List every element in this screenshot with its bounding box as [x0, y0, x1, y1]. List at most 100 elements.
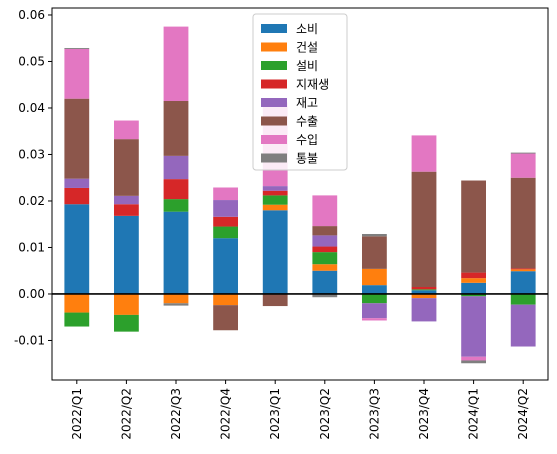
bar-segment: [411, 289, 437, 291]
bar-segment: [510, 269, 536, 272]
bar-segment: [461, 272, 486, 279]
x-tick-label: 2022/Q1: [70, 388, 84, 440]
bar-segment: [510, 271, 536, 294]
bar-segment: [114, 293, 139, 315]
bar-segment: [362, 318, 387, 321]
bar-segment: [114, 139, 139, 196]
bar-segment: [312, 293, 338, 298]
bar-segment: [213, 238, 238, 294]
legend-swatch: [261, 98, 287, 107]
legend-swatch: [261, 135, 287, 144]
bar-segment: [461, 296, 486, 357]
x-axis: 2022/Q1 2022/Q2 2022/Q3 2022/Q4 2023/Q1 2023/…: [70, 380, 530, 440]
bar-segment: [114, 120, 139, 140]
legend-label: 설비: [296, 59, 318, 73]
bar-segment: [64, 98, 90, 179]
legend-swatch: [261, 42, 287, 52]
bar-segment: [312, 246, 338, 253]
y-tick-label: 0.05: [18, 54, 45, 68]
bar-segment: [411, 290, 437, 294]
legend-label: 소비: [296, 22, 318, 36]
legend-label: 재고: [296, 96, 318, 110]
bar-segment: [461, 293, 486, 297]
bar-segment: [163, 199, 189, 212]
legend-label: 수출: [296, 115, 318, 129]
bar-segment: [64, 48, 90, 99]
bar-segment: [411, 171, 437, 287]
y-axis: -0.01 0.00 0.01 0.02 0.03 0.04 0.05 0.06: [14, 8, 52, 347]
bar-segment: [312, 195, 338, 227]
x-tick-label: 2023/Q3: [367, 388, 381, 440]
x-tick-label: 2024/Q1: [467, 388, 481, 440]
bar-segment: [262, 186, 288, 191]
bar-segment: [312, 226, 338, 236]
legend-box: [252, 13, 348, 171]
bar-segment: [461, 360, 486, 364]
bar-segment: [213, 200, 238, 217]
y-tick-label: 0.04: [18, 101, 45, 115]
bar-segment: [262, 190, 288, 196]
legend-label: 지재생: [296, 78, 329, 92]
bar-segment: [411, 293, 437, 299]
bar-segment: [510, 177, 536, 269]
bar-segment: [163, 26, 189, 102]
bar-segment: [163, 211, 189, 294]
legend-swatch: [261, 116, 287, 126]
bar-segment: [163, 303, 189, 306]
bar-segment: [213, 216, 238, 227]
bar-segment: [362, 293, 387, 304]
y-tick-label: 0.06: [18, 8, 45, 22]
bar-segment: [163, 155, 189, 180]
y-tick-label: 0.01: [18, 240, 45, 254]
legend-swatch: [261, 61, 287, 70]
bar-segment: [510, 304, 536, 347]
bar-segment: [163, 179, 189, 200]
y-tick-label: 0.02: [18, 194, 45, 208]
bar-segment: [362, 268, 387, 286]
y-tick-label: -0.01: [14, 333, 45, 347]
bar-segment: [64, 204, 90, 294]
plot-frame: [51, 7, 549, 381]
x-tick-label: 2022/Q3: [169, 388, 183, 440]
bar-segment: [510, 153, 536, 178]
x-tick-label: 2022/Q4: [219, 388, 233, 440]
bar-segment: [411, 298, 437, 322]
bar-segment: [461, 180, 486, 273]
bar-segment: [362, 285, 387, 294]
bar-segment: [461, 356, 486, 361]
bar-segment: [114, 314, 139, 332]
bar-segment: [64, 312, 90, 327]
bar-segment: [362, 303, 387, 319]
bar-segment: [411, 287, 437, 290]
bar-segment: [64, 293, 90, 313]
bar-segment: [163, 293, 189, 304]
bar-segment: [411, 135, 437, 172]
bar-segment: [362, 233, 387, 237]
bar-segment: [312, 270, 338, 294]
legend-swatch: [261, 24, 287, 33]
x-tick-label: 2023/Q2: [318, 388, 332, 440]
x-tick-label: 2022/Q2: [119, 388, 133, 440]
bar-segment: [114, 215, 139, 294]
legend-label: 통불: [296, 152, 318, 166]
bar-segment: [262, 293, 288, 307]
bar-segment: [163, 101, 189, 156]
bar-segment: [510, 293, 536, 305]
legend-label: 건설: [296, 41, 318, 55]
legend-label: 수입: [296, 133, 318, 147]
y-tick-label: 0.00: [18, 287, 45, 301]
x-tick-label: 2023/Q1: [268, 388, 282, 440]
legend-swatch: [261, 153, 287, 163]
bar-segment: [461, 278, 486, 283]
bar-segment: [461, 282, 486, 294]
bar-segment: [213, 187, 238, 201]
bar-segment: [312, 264, 338, 271]
bar-segment: [213, 305, 238, 331]
bar-segment: [510, 152, 536, 154]
bar-segment: [64, 178, 90, 188]
x-tick-label: 2024/Q2: [516, 388, 530, 440]
bar-segment: [262, 195, 288, 205]
bar-segment: [213, 293, 238, 306]
bar-segment: [312, 235, 338, 247]
